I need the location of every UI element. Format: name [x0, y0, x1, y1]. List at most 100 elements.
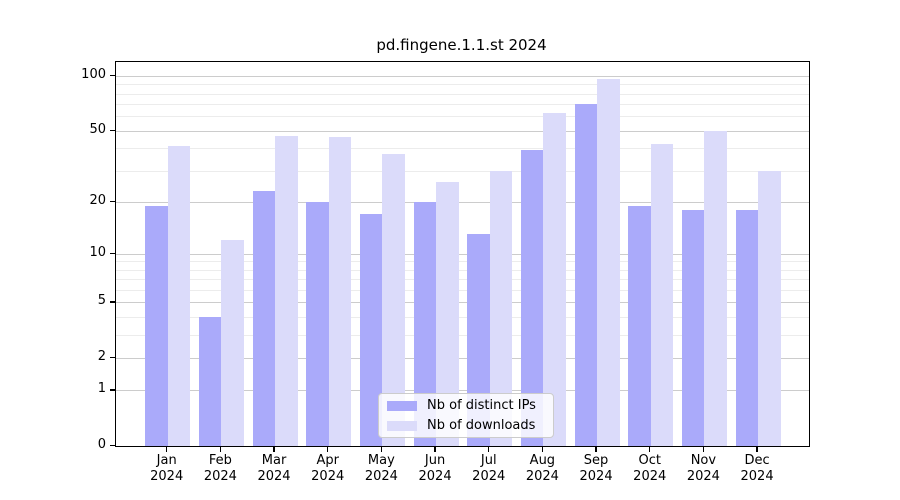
legend-item-downloads: Nb of downloads: [379, 417, 553, 434]
legend-swatch-ips-icon: [387, 400, 417, 411]
x-label-year: 2024: [579, 469, 613, 484]
x-label-month: Aug: [529, 453, 556, 468]
bar-downloads-oct: [650, 144, 674, 446]
x-label-year: 2024: [203, 469, 237, 484]
minor-gridline: [116, 84, 809, 86]
bar-distinct-ips-aug: [520, 150, 544, 446]
x-label-year: 2024: [633, 469, 667, 484]
x-axis-tick: [166, 447, 168, 452]
legend-label-downloads: Nb of downloads: [427, 418, 536, 433]
bar-distinct-ips-oct: [628, 205, 651, 446]
x-axis-tick-label: Jun 2024: [403, 453, 467, 485]
bar-downloads-sep: [597, 79, 620, 446]
x-axis-tick: [649, 447, 651, 452]
bar-distinct-ips-apr: [306, 201, 329, 446]
x-label-year: 2024: [364, 469, 398, 484]
bar-downloads-mar: [275, 135, 298, 446]
minor-gridline: [116, 289, 809, 291]
legend: Nb of distinct IPs Nb of downloads: [378, 393, 554, 438]
y-axis-tick-label: 50: [89, 121, 106, 137]
bar-distinct-ips-jun: [413, 201, 437, 446]
y-axis-tick: [110, 301, 115, 303]
x-axis-tick-label: Feb 2024: [188, 453, 252, 485]
x-axis-tick: [488, 447, 490, 452]
x-label-year: 2024: [525, 469, 559, 484]
bar-downloads-jan: [167, 146, 191, 446]
bar-distinct-ips-mar: [252, 191, 276, 446]
legend-label-distinct-ips: Nb of distinct IPs: [427, 398, 536, 413]
bar-distinct-ips-dec: [735, 209, 759, 446]
y-axis-tick: [110, 389, 115, 391]
plot-area: [115, 61, 810, 447]
x-label-month: Jan: [156, 453, 177, 468]
x-label-month: Sep: [583, 453, 609, 468]
x-label-year: 2024: [740, 469, 774, 484]
bar-downloads-aug: [543, 112, 566, 446]
x-label-year: 2024: [472, 469, 506, 484]
x-label-year: 2024: [257, 469, 291, 484]
x-axis-tick-label: Jul 2024: [457, 453, 521, 485]
y-axis-tick-label: 10: [89, 244, 106, 260]
bar-downloads-apr: [328, 137, 352, 446]
major-gridline: [116, 201, 809, 203]
y-axis-tick-label: 20: [89, 192, 106, 208]
x-label-month: Mar: [261, 453, 287, 468]
y-axis-tick-label: 5: [97, 293, 106, 309]
minor-gridline: [116, 104, 809, 106]
x-label-year: 2024: [150, 469, 184, 484]
bar-downloads-dec: [758, 170, 781, 446]
x-axis-tick: [380, 447, 383, 452]
minor-gridline: [116, 269, 809, 271]
y-axis-tick-label: 0: [97, 437, 106, 452]
x-axis-tick: [541, 447, 544, 452]
bar-distinct-ips-nov: [681, 209, 705, 446]
bar-downloads-jul: [489, 170, 513, 446]
x-axis-tick-label: Aug 2024: [510, 453, 574, 485]
y-axis-tick-label: 1: [97, 381, 106, 397]
x-axis-tick-label: Oct 2024: [618, 453, 682, 485]
bar-distinct-ips-jan: [145, 205, 168, 446]
x-label-month: Dec: [744, 453, 770, 468]
x-axis-tick-label: Jan 2024: [135, 453, 199, 485]
major-gridline: [116, 253, 809, 255]
chart-title: pd.fingene.1.1.st 2024: [376, 36, 547, 54]
legend-item-distinct-ips: Nb of distinct IPs: [379, 397, 553, 414]
x-axis-tick: [273, 447, 275, 452]
minor-gridline: [116, 116, 809, 118]
bar-downloads-jun: [436, 181, 459, 446]
x-axis-tick: [434, 447, 436, 452]
x-axis-tick: [327, 447, 329, 452]
x-axis-tick-label: Mar 2024: [242, 453, 306, 485]
legend-swatch-downloads-icon: [387, 420, 417, 431]
y-axis-tick: [110, 129, 115, 132]
x-label-month: Nov: [690, 453, 717, 468]
y-axis-tick: [110, 200, 115, 203]
x-label-month: May: [367, 453, 395, 468]
x-label-month: Apr: [316, 453, 339, 468]
x-axis-tick-label: Nov 2024: [671, 453, 735, 485]
major-gridline: [116, 76, 809, 77]
minor-gridline: [116, 170, 809, 172]
minor-gridline: [116, 279, 809, 281]
bar-distinct-ips-sep: [574, 104, 598, 446]
x-axis-tick: [595, 447, 597, 452]
x-axis-tick-label: May 2024: [349, 453, 413, 485]
bar-distinct-ips-may: [359, 214, 383, 446]
y-axis-tick-label: 100: [81, 67, 106, 82]
bar-downloads-feb: [221, 240, 244, 446]
major-gridline: [116, 130, 809, 132]
x-axis-tick: [756, 447, 758, 452]
x-label-year: 2024: [418, 469, 452, 484]
minor-gridline: [116, 334, 809, 336]
y-axis-tick: [110, 75, 115, 77]
bar-distinct-ips-feb: [198, 316, 222, 446]
major-gridline: [116, 357, 809, 359]
y-axis-tick: [110, 356, 115, 359]
x-label-month: Feb: [208, 453, 232, 468]
x-label-year: 2024: [311, 469, 345, 484]
bar-downloads-may: [382, 154, 405, 446]
x-axis-tick-label: Dec 2024: [725, 453, 789, 485]
y-axis-tick: [110, 445, 115, 447]
minor-gridline: [116, 261, 809, 263]
